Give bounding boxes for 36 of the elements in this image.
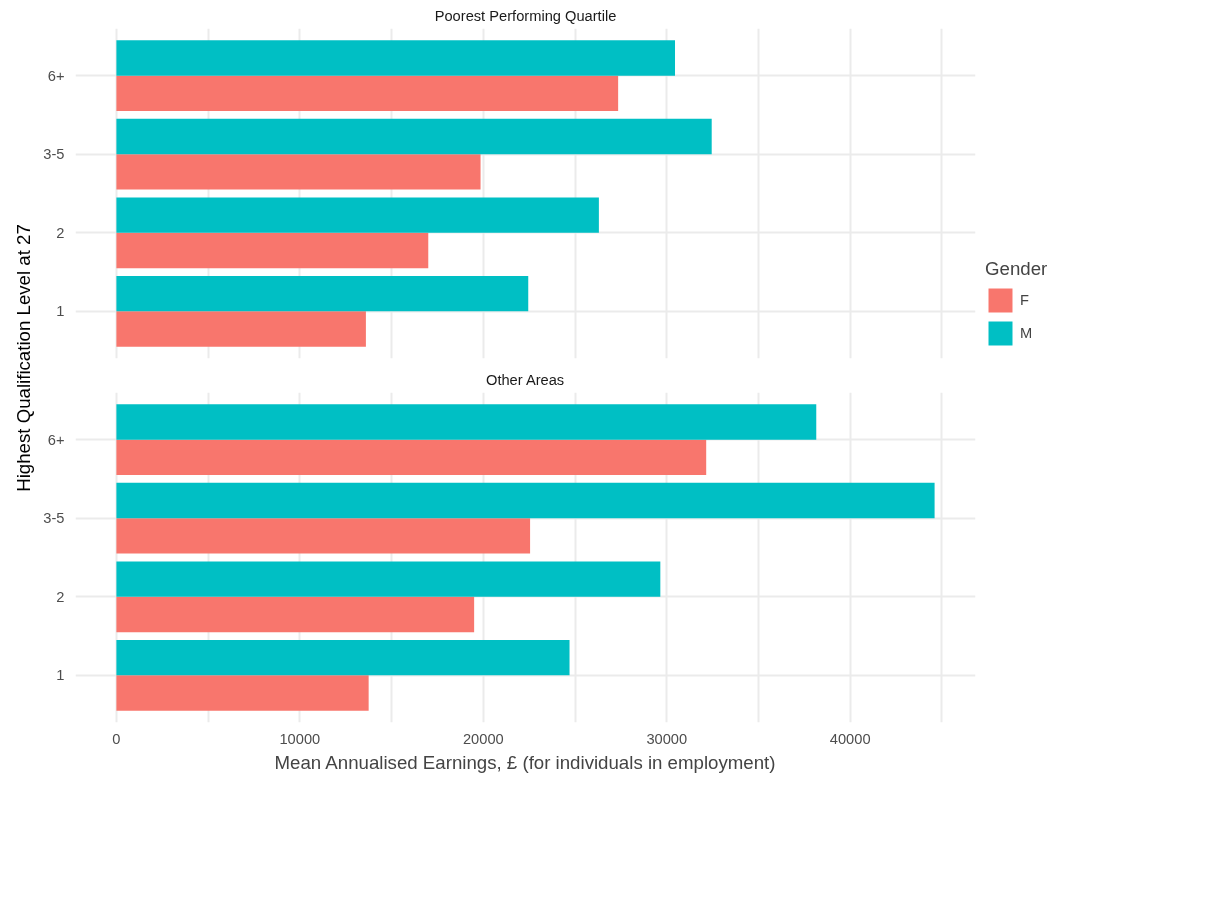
legend-label: M xyxy=(1020,325,1034,341)
bar xyxy=(116,118,712,155)
bar xyxy=(116,75,619,111)
chart-title: Poorest Performing Quartile xyxy=(434,7,617,24)
x-tick-label: 10000 xyxy=(279,730,321,747)
y-tick-label: 2 xyxy=(56,224,65,241)
bar xyxy=(116,561,661,597)
y-tick-label: 1 xyxy=(56,303,65,320)
bar xyxy=(116,640,570,676)
y-tick-label: 3-5 xyxy=(43,146,65,163)
bar xyxy=(116,40,676,76)
chart-title: Other Areas xyxy=(485,371,565,388)
x-tick-label: 30000 xyxy=(646,730,688,747)
y-tick-label: 6+ xyxy=(47,67,65,84)
bar xyxy=(116,596,475,633)
bar xyxy=(116,154,481,190)
bar xyxy=(116,276,529,312)
bar xyxy=(116,404,817,440)
bar xyxy=(116,675,369,711)
x-tick-label: 40000 xyxy=(829,730,871,747)
y-tick-label: 2 xyxy=(56,588,65,605)
bar xyxy=(116,311,366,347)
bar xyxy=(116,197,599,233)
legend-label: F xyxy=(1020,292,1030,308)
y-tick-label: 1 xyxy=(56,667,65,684)
x-axis-title: Mean Annualised Earnings, £ (for individuals in employment) xyxy=(274,751,776,773)
bar xyxy=(116,518,531,554)
y-tick-label: 3-5 xyxy=(43,510,65,527)
legend-title: Gender xyxy=(985,258,1048,280)
bar xyxy=(116,482,935,519)
y-axis-title: Highest Qualification Level at 27 xyxy=(13,224,34,492)
bar xyxy=(116,232,429,269)
x-tick-label: 20000 xyxy=(462,730,504,747)
x-tick-label: 0 xyxy=(112,730,121,747)
y-tick-label: 6+ xyxy=(47,431,65,448)
bar xyxy=(116,439,707,475)
